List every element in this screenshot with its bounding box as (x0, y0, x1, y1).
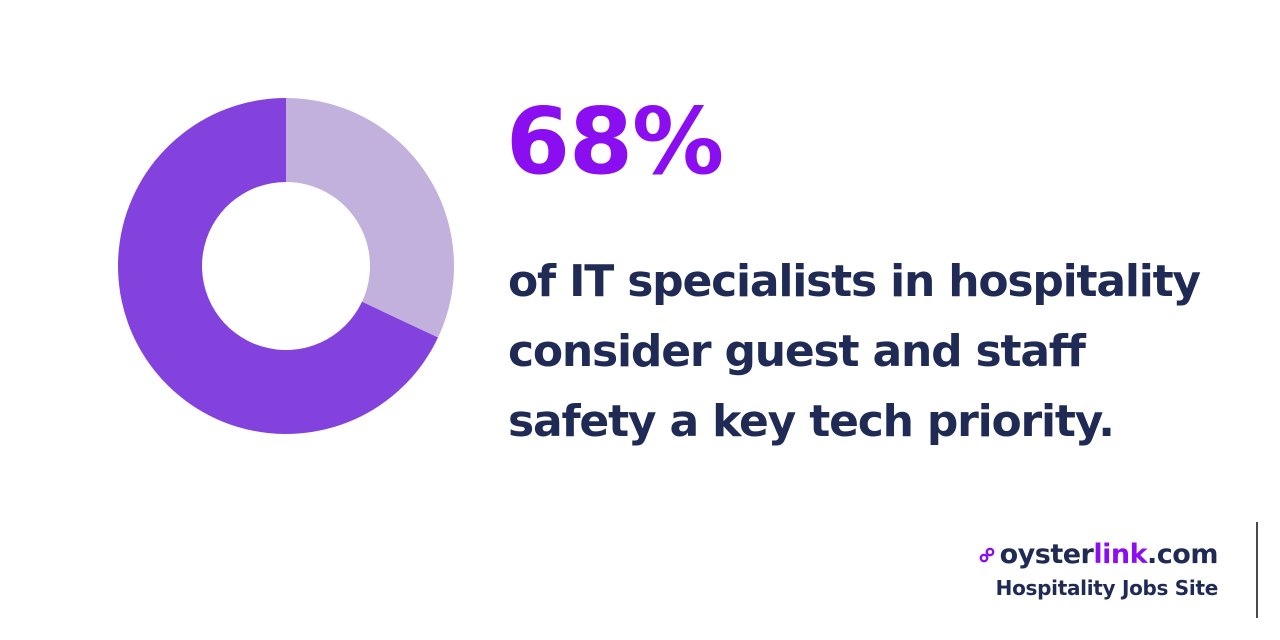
link-icon (979, 547, 994, 563)
brand-name-part3: .com (1147, 539, 1218, 570)
edge-divider (1256, 522, 1258, 618)
brand-name-part1: oyster (999, 539, 1094, 570)
donut-slice-2 (286, 98, 455, 338)
description-line-3: safety a key tech priority. (508, 396, 1115, 447)
stat-description: of IT specialists in hospitality conside… (508, 247, 1248, 457)
brand-name: oyster link .com (978, 538, 1218, 572)
brand-tagline: Hospitality Jobs Site (995, 576, 1219, 600)
brand-logo: oyster link .com Hospitality Jobs Site (978, 538, 1218, 600)
donut-chart (118, 98, 455, 434)
brand-name-part2: link (1093, 539, 1148, 570)
stat-percentage: 68% (506, 88, 724, 195)
description-line-1: of IT specialists in hospitality (508, 256, 1201, 307)
donut-slice-1 (118, 98, 439, 434)
description-line-2: consider guest and staff (508, 326, 1086, 377)
